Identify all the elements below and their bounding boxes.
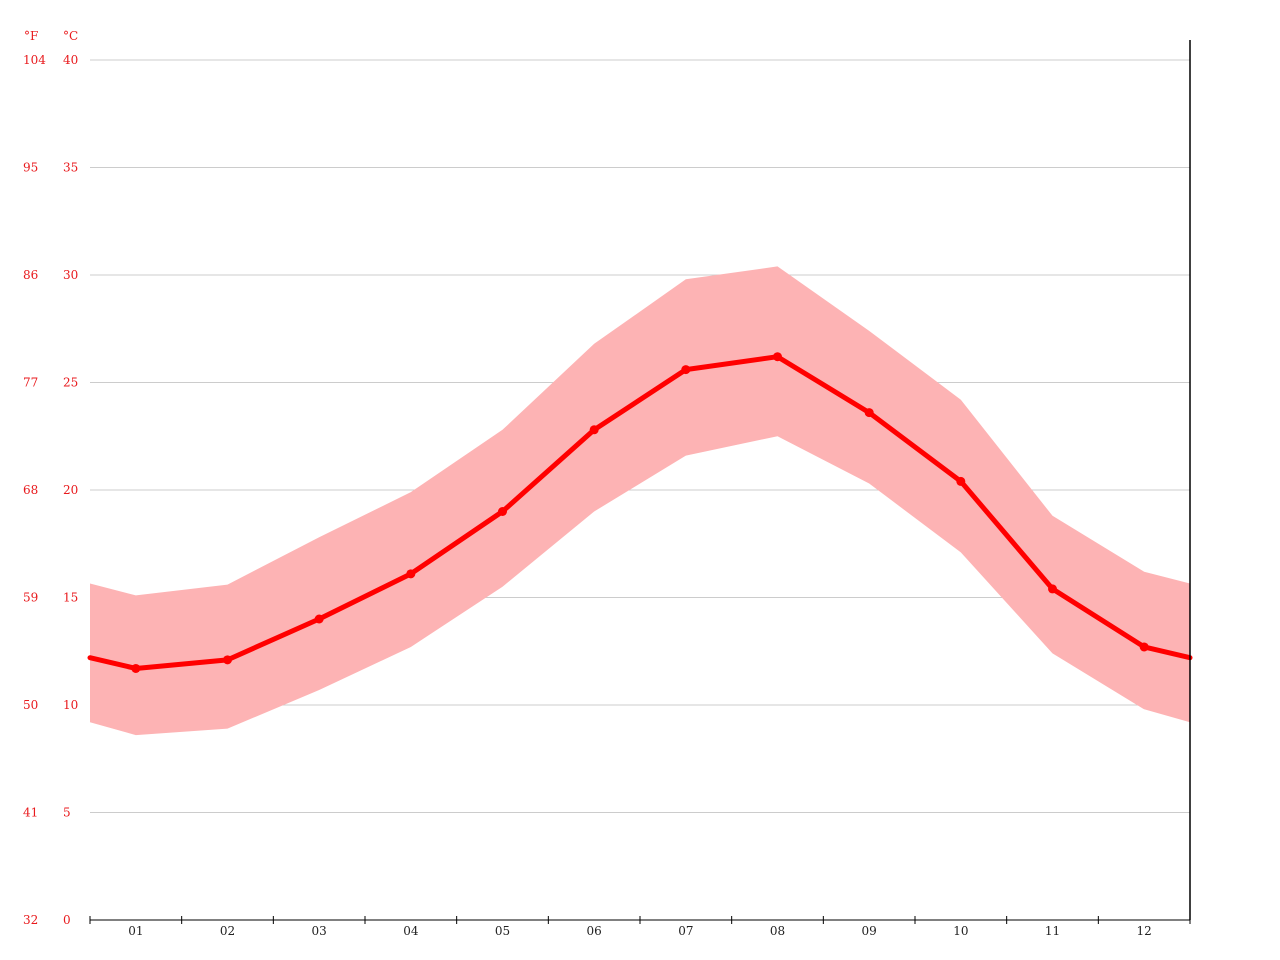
fahrenheit-tick-label: 68 [23,483,38,497]
fahrenheit-tick-label: 50 [23,698,38,712]
fahrenheit-tick-label: 95 [23,161,38,175]
celsius-tick-label: 25 [63,376,78,390]
celsius-tick-label: 20 [63,483,78,497]
x-tick-label: 02 [220,924,235,938]
y-axis-labels: °F °C 32 0 41 5 50 10 59 15 68 20 77 25 86 30 95 35 104 4… [23,29,78,927]
celsius-unit-label: °C [63,29,78,43]
mean-point [314,614,324,624]
x-tick-label: 12 [1137,924,1152,938]
x-tick-label: 01 [128,924,143,938]
mean-point [1048,584,1057,594]
x-tick-label: 10 [953,924,968,938]
mean-point [589,425,599,435]
x-tick-label: 04 [403,924,419,938]
celsius-tick-label: 5 [63,806,71,820]
fahrenheit-tick-label: 41 [23,806,38,820]
fahrenheit-tick-label: 104 [23,53,46,67]
temperature-range-band [90,266,1190,736]
fahrenheit-tick-label: 86 [23,268,38,282]
x-tick-label: 09 [862,924,877,938]
celsius-tick-label: 35 [63,161,78,175]
x-axis-ticks [89,916,1191,924]
mean-temperature-line [87,354,1193,671]
celsius-tick-label: 40 [63,53,78,67]
fahrenheit-unit-label: °F [24,29,38,43]
celsius-tick-label: 15 [63,591,78,605]
x-tick-label: 03 [312,924,327,938]
x-tick-label: 05 [495,924,510,938]
x-tick-label: 06 [587,924,602,938]
x-tick-label: 07 [678,924,693,938]
mean-point [956,476,966,486]
fahrenheit-tick-label: 77 [23,376,38,390]
mean-point [681,365,691,375]
celsius-tick-label: 0 [63,913,71,927]
celsius-tick-label: 10 [63,698,78,712]
mean-point [131,663,141,673]
mean-point [864,408,874,418]
mean-point [1139,642,1149,652]
mean-point [406,569,416,579]
mean-point [223,655,232,665]
x-axis-labels: 01 02 03 04 05 06 07 08 09 10 11 12 [128,924,1152,938]
fahrenheit-tick-label: 59 [23,591,38,605]
mean-point [773,352,782,362]
mean-point [498,507,507,516]
mean-temperature-points [131,352,1149,673]
x-tick-label: 08 [770,924,785,938]
celsius-tick-label: 30 [63,268,78,282]
fahrenheit-tick-label: 32 [23,913,38,927]
x-tick-label: 11 [1045,924,1060,938]
